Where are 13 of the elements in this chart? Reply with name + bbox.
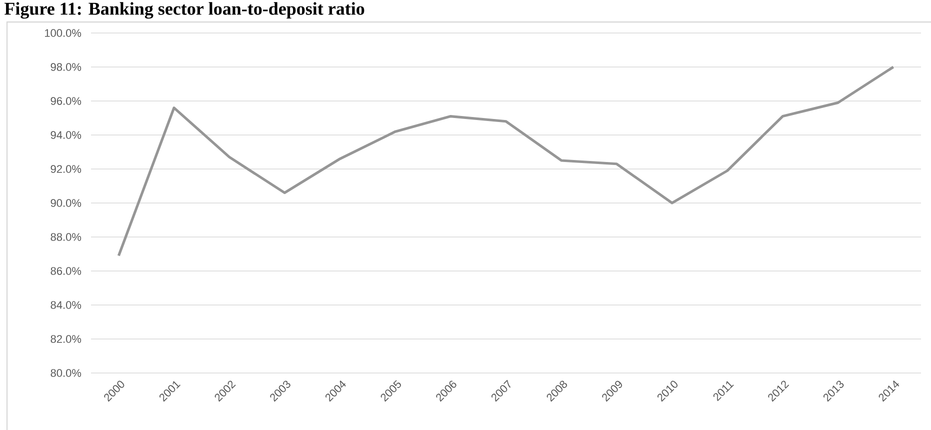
y-tick-label: 92.0% [50, 165, 82, 173]
y-tick-label: 86.0% [50, 267, 82, 275]
y-tick-label: 100.0% [45, 29, 82, 37]
y-tick-label: 94.0% [50, 131, 82, 139]
y-tick-label: 84.0% [50, 301, 82, 309]
y-tick-label: 98.0% [50, 63, 82, 71]
y-tick-label: 82.0% [50, 335, 82, 343]
y-tick-label: 96.0% [50, 97, 82, 105]
y-tick-label: 88.0% [50, 233, 82, 241]
chart-title: Figure 11: Banking sector loan-to-deposit ratio [4, 2, 364, 19]
y-tick-label: 80.0% [50, 369, 82, 377]
line-series [117, 66, 895, 257]
y-tick-label: 90.0% [50, 199, 82, 207]
